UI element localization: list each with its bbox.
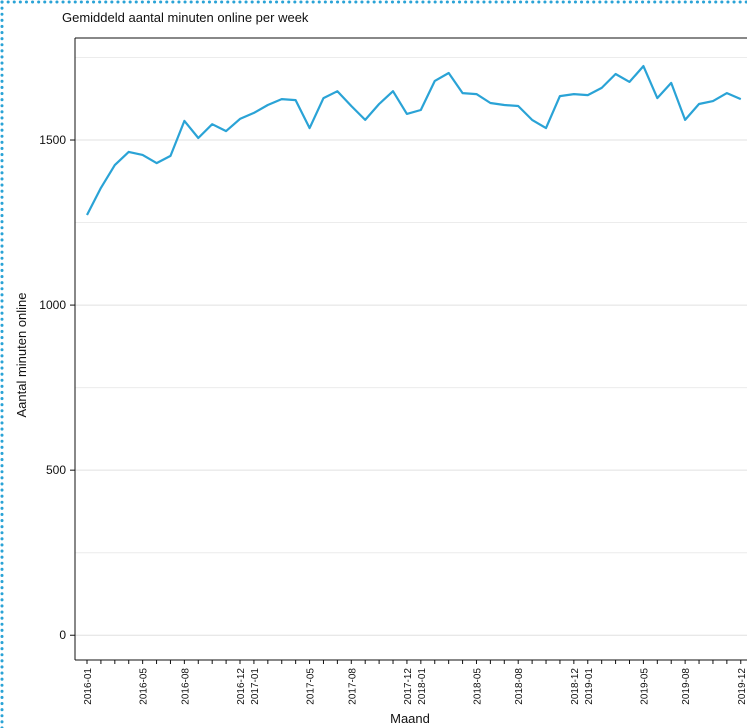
x-tick-label: 2016-12 xyxy=(236,668,247,705)
y-tick-label: 0 xyxy=(59,628,66,642)
x-tick-label: 2018-05 xyxy=(472,668,483,705)
x-tick-label: 2019-12 xyxy=(737,668,747,705)
x-axis-label: Maand xyxy=(390,711,430,726)
x-tick-label: 2018-12 xyxy=(570,668,581,705)
y-tick-label: 1500 xyxy=(39,133,66,147)
x-tick-label: 2019-01 xyxy=(584,668,595,705)
x-tick-label: 2016-08 xyxy=(180,668,191,705)
x-tick-label: 2017-08 xyxy=(347,668,358,705)
y-tick-label: 500 xyxy=(46,463,66,477)
x-tick-label: 2016-05 xyxy=(139,668,150,705)
y-axis-label: Aantal minuten online xyxy=(14,292,29,417)
chart-title: Gemiddeld aantal minuten online per week xyxy=(62,10,309,25)
x-tick-label: 2019-08 xyxy=(681,668,692,705)
x-tick-label: 2018-01 xyxy=(417,668,428,705)
x-tick-label: 2018-08 xyxy=(514,668,525,705)
x-tick-label: 2017-05 xyxy=(306,668,317,705)
x-tick-label: 2016-01 xyxy=(83,668,94,705)
y-tick-label: 1000 xyxy=(39,298,66,312)
data-line xyxy=(86,64,742,216)
x-tick-label: 2019-05 xyxy=(639,668,650,705)
x-tick-label: 2017-01 xyxy=(250,668,261,705)
x-tick-label: 2017-12 xyxy=(403,668,414,705)
